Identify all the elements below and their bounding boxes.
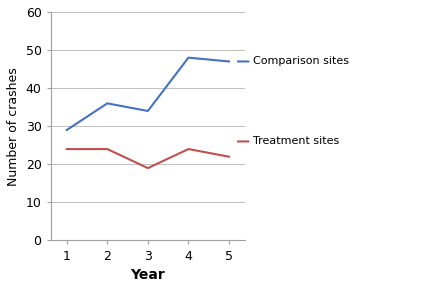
- Text: Treatment sites: Treatment sites: [253, 136, 339, 147]
- Y-axis label: Number of crashes: Number of crashes: [7, 67, 20, 186]
- Text: Comparison sites: Comparison sites: [253, 56, 350, 66]
- X-axis label: Year: Year: [131, 268, 165, 282]
